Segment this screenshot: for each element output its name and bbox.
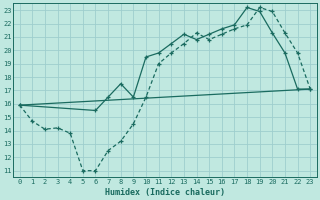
X-axis label: Humidex (Indice chaleur): Humidex (Indice chaleur)	[105, 188, 225, 197]
